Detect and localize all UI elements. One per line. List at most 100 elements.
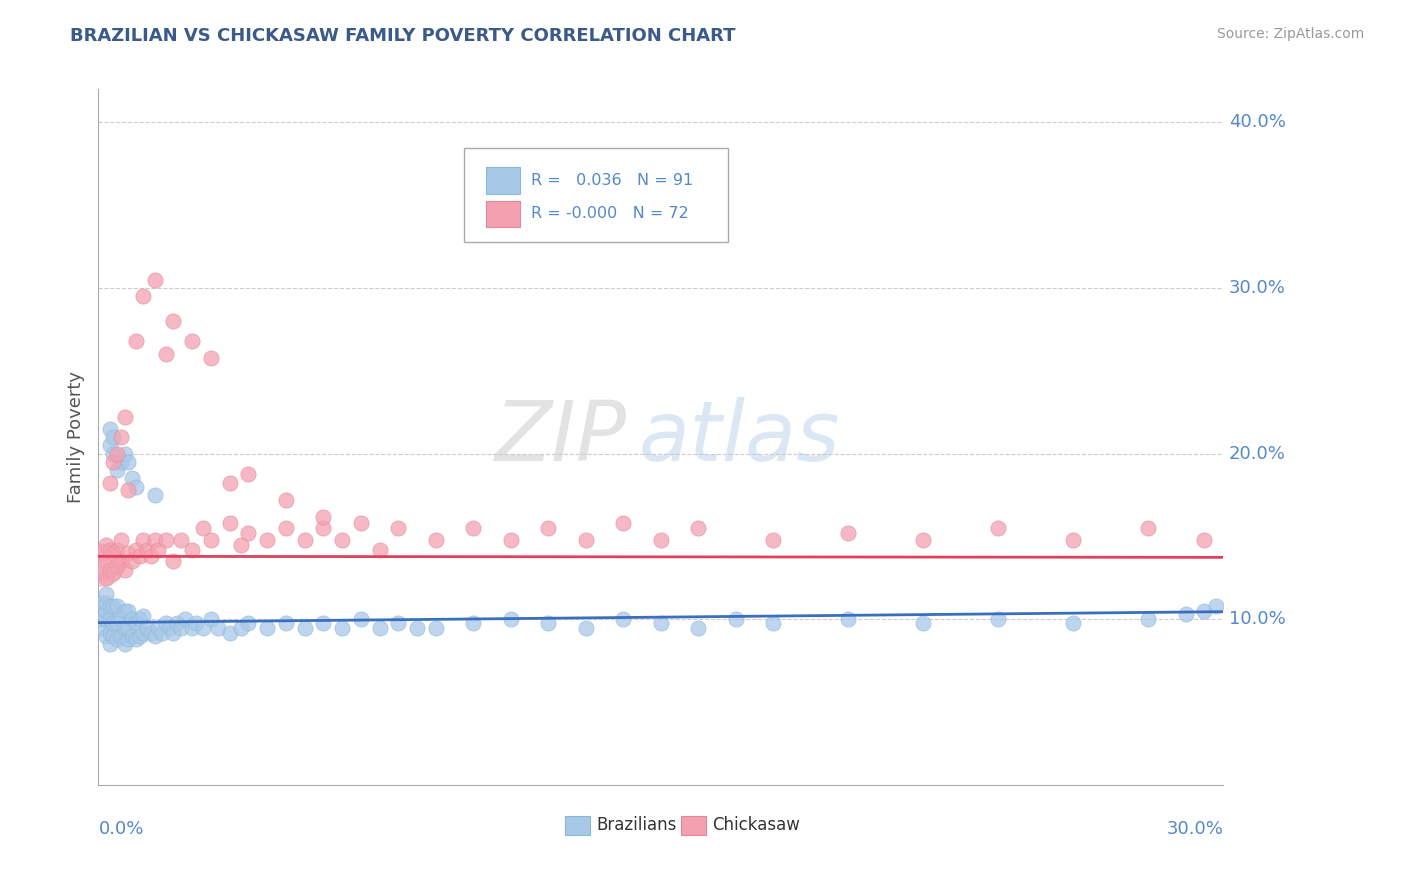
Point: [103, 455, 125, 469]
Point: [117, 546, 139, 560]
Point: [170, 621, 193, 635]
Point: [103, 430, 125, 444]
Point: [184, 615, 207, 630]
Point: [125, 615, 148, 630]
Point: [132, 289, 155, 303]
Point: [170, 533, 193, 547]
Point: [105, 615, 128, 630]
Point: [91, 621, 114, 635]
Point: [1205, 599, 1227, 613]
Point: [274, 521, 297, 535]
Point: [98, 637, 121, 651]
Point: [91, 558, 114, 572]
Point: [575, 621, 598, 635]
Point: [105, 599, 128, 613]
Point: [193, 621, 215, 635]
Text: R = -0.000   N = 72: R = -0.000 N = 72: [531, 206, 689, 221]
Point: [238, 467, 260, 481]
Point: [117, 604, 139, 618]
Point: [105, 542, 128, 557]
Point: [463, 615, 485, 630]
Point: [499, 533, 522, 547]
Point: [132, 533, 155, 547]
Point: [294, 533, 316, 547]
Point: [650, 533, 672, 547]
Point: [181, 542, 204, 557]
Point: [368, 621, 391, 635]
Point: [105, 463, 128, 477]
Point: [121, 629, 143, 643]
Point: [229, 621, 252, 635]
Point: [218, 625, 240, 640]
Point: [94, 587, 117, 601]
Point: [155, 615, 177, 630]
Point: [103, 546, 125, 560]
Point: [110, 533, 132, 547]
Point: [94, 538, 117, 552]
Text: atlas: atlas: [638, 397, 839, 477]
Point: [238, 615, 260, 630]
Point: [143, 488, 166, 502]
Text: 0.0%: 0.0%: [98, 820, 143, 838]
Point: [139, 625, 162, 640]
Point: [110, 430, 132, 444]
Text: Brazilians: Brazilians: [596, 816, 678, 834]
Point: [94, 596, 117, 610]
Point: [125, 632, 148, 647]
Point: [207, 621, 229, 635]
Point: [103, 566, 125, 580]
FancyBboxPatch shape: [565, 815, 591, 835]
Point: [110, 455, 132, 469]
Point: [114, 604, 136, 618]
Point: [110, 554, 132, 568]
Point: [1137, 612, 1160, 626]
Point: [575, 533, 598, 547]
Point: [91, 612, 114, 626]
Point: [218, 516, 240, 531]
Point: [125, 334, 148, 348]
Point: [724, 612, 747, 626]
Text: Chickasaw: Chickasaw: [713, 816, 800, 834]
Point: [114, 410, 136, 425]
Point: [688, 521, 710, 535]
Point: [125, 480, 148, 494]
Point: [238, 526, 260, 541]
Point: [537, 615, 560, 630]
Point: [132, 609, 155, 624]
Point: [1174, 607, 1197, 622]
Point: [143, 273, 166, 287]
Point: [612, 612, 634, 626]
Point: [91, 546, 114, 560]
Point: [387, 521, 409, 535]
Point: [912, 615, 935, 630]
Text: 40.0%: 40.0%: [1229, 113, 1285, 131]
Point: [143, 533, 166, 547]
Text: 30.0%: 30.0%: [1229, 279, 1285, 297]
Point: [98, 612, 121, 626]
Point: [368, 542, 391, 557]
Point: [98, 476, 121, 491]
Point: [114, 563, 136, 577]
Point: [128, 549, 150, 564]
Point: [762, 615, 785, 630]
Point: [330, 533, 353, 547]
Point: [256, 621, 278, 635]
Point: [121, 554, 143, 568]
Text: BRAZILIAN VS CHICKASAW FAMILY POVERTY CORRELATION CHART: BRAZILIAN VS CHICKASAW FAMILY POVERTY CO…: [70, 27, 735, 45]
Point: [117, 455, 139, 469]
Point: [105, 447, 128, 461]
Point: [294, 621, 316, 635]
Point: [688, 621, 710, 635]
Point: [110, 612, 132, 626]
Point: [94, 604, 117, 618]
Point: [148, 542, 170, 557]
Point: [350, 516, 373, 531]
Point: [94, 571, 117, 585]
Point: [229, 538, 252, 552]
Point: [94, 554, 117, 568]
Text: Source: ZipAtlas.com: Source: ZipAtlas.com: [1216, 27, 1364, 41]
Point: [114, 621, 136, 635]
Point: [1194, 533, 1216, 547]
Point: [150, 625, 173, 640]
Point: [98, 438, 121, 452]
